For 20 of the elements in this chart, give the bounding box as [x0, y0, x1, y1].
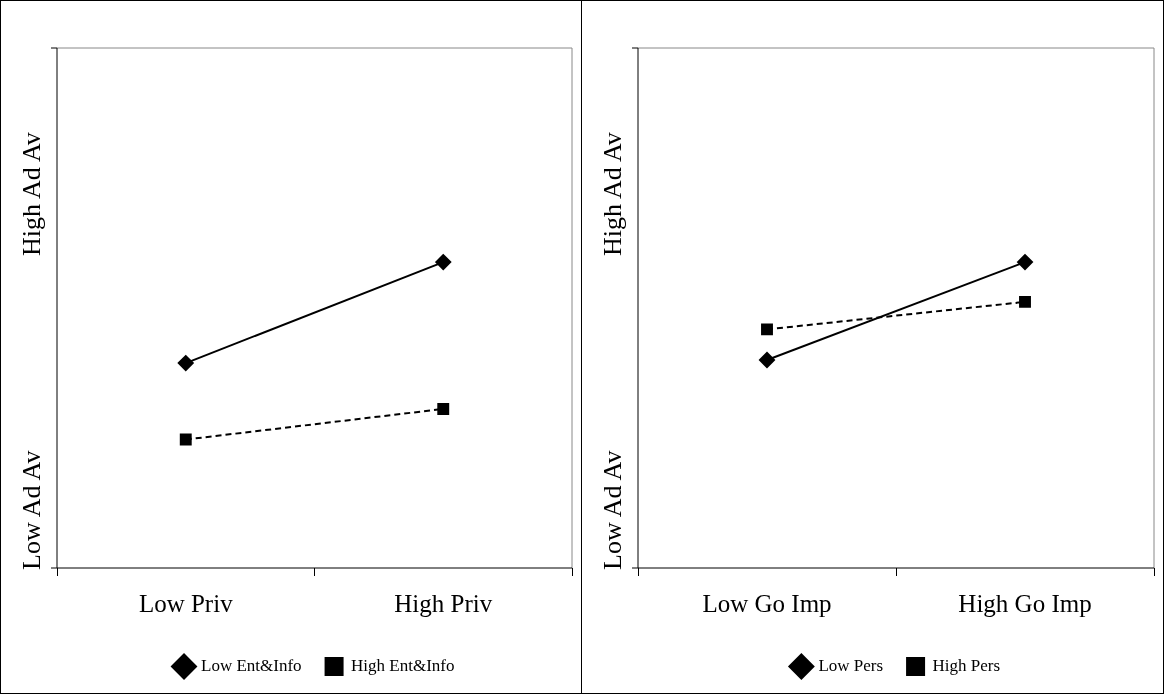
- point: [761, 323, 773, 336]
- text: High Ad Av: [17, 132, 47, 256]
- point: [1019, 295, 1031, 308]
- text: High Ad Av: [598, 132, 628, 256]
- legend-label: High Ent&Info: [351, 655, 455, 675]
- point: [759, 352, 775, 368]
- point: [1017, 254, 1033, 271]
- x-tick-label: High Go Imp: [958, 589, 1092, 617]
- point: [177, 355, 194, 372]
- point: [435, 254, 452, 271]
- point: [179, 433, 192, 446]
- point: [437, 402, 450, 415]
- x-tick-label: Low Go Imp: [702, 589, 832, 617]
- text: Low Ad Av: [17, 450, 47, 570]
- x-tick-label: Low Priv: [138, 589, 234, 617]
- legend-label: High Pers: [932, 655, 1001, 675]
- legend-label: Low Ent&Info: [201, 655, 302, 675]
- text: Low Ad Av: [598, 450, 628, 570]
- x-tick-label: High Priv: [394, 589, 493, 617]
- legend-label: Low Pers: [818, 655, 884, 675]
